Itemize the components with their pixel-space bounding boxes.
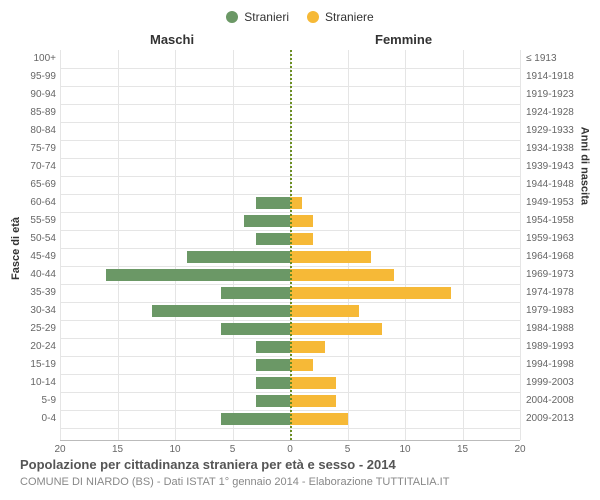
gridline-v xyxy=(520,50,521,440)
age-label: 80-84 xyxy=(12,125,56,136)
age-label: 20-24 xyxy=(12,341,56,352)
birth-year-label: 1979-1983 xyxy=(526,305,596,316)
column-title-female: Femmine xyxy=(375,32,432,47)
birth-year-label: 1964-1968 xyxy=(526,251,596,262)
age-label: 100+ xyxy=(12,53,56,64)
center-line xyxy=(290,50,292,440)
age-label: 30-34 xyxy=(12,305,56,316)
chart-title: Popolazione per cittadinanza straniera p… xyxy=(20,457,396,472)
gridline-v xyxy=(233,50,234,440)
birth-year-label: 1974-1978 xyxy=(526,287,596,298)
bar-female xyxy=(290,233,313,245)
birth-year-label: 1984-1988 xyxy=(526,323,596,334)
bar-female xyxy=(290,413,348,425)
legend-item-female: Straniere xyxy=(307,10,374,24)
bar-female xyxy=(290,269,394,281)
age-label: 25-29 xyxy=(12,323,56,334)
age-label: 75-79 xyxy=(12,143,56,154)
birth-year-label: 1924-1928 xyxy=(526,107,596,118)
bar-female xyxy=(290,341,325,353)
age-label: 60-64 xyxy=(12,197,56,208)
bar-male xyxy=(256,197,291,209)
plot-area: 0551010151520200-42009-20135-92004-20081… xyxy=(60,50,520,440)
x-tick-label: 5 xyxy=(223,444,243,455)
birth-year-label: 1999-2003 xyxy=(526,377,596,388)
bar-male xyxy=(187,251,291,263)
bar-female xyxy=(290,305,359,317)
bar-female xyxy=(290,251,371,263)
gridline-v xyxy=(60,50,61,440)
birth-year-label: 1914-1918 xyxy=(526,71,596,82)
birth-year-label: 1919-1923 xyxy=(526,89,596,100)
birth-year-label: 1959-1963 xyxy=(526,233,596,244)
x-tick-label: 20 xyxy=(50,444,70,455)
bar-male xyxy=(244,215,290,227)
birth-year-label: 2009-2013 xyxy=(526,413,596,424)
age-label: 90-94 xyxy=(12,89,56,100)
x-tick-label: 0 xyxy=(280,444,300,455)
birth-year-label: 1989-1993 xyxy=(526,341,596,352)
y-axis-right-title: Anni di nascita xyxy=(578,127,590,205)
bar-female xyxy=(290,287,451,299)
birth-year-label: 1969-1973 xyxy=(526,269,596,280)
birth-year-label: 2004-2008 xyxy=(526,395,596,406)
x-tick-label: 15 xyxy=(453,444,473,455)
bar-male xyxy=(256,395,291,407)
x-tick-label: 15 xyxy=(108,444,128,455)
legend-swatch-male xyxy=(226,11,238,23)
gridline-v xyxy=(175,50,176,440)
legend-label-female: Straniere xyxy=(325,10,374,24)
gridline-v xyxy=(118,50,119,440)
bar-male xyxy=(221,323,290,335)
y-axis-left-title: Fasce di età xyxy=(10,217,22,280)
bar-female xyxy=(290,377,336,389)
bar-female xyxy=(290,395,336,407)
bar-male xyxy=(221,413,290,425)
gridline-v xyxy=(348,50,349,440)
bar-male xyxy=(152,305,290,317)
legend-swatch-female xyxy=(307,11,319,23)
age-label: 35-39 xyxy=(12,287,56,298)
axis-line-bottom xyxy=(60,440,520,441)
age-label: 0-4 xyxy=(12,413,56,424)
bar-male xyxy=(256,377,291,389)
age-label: 65-69 xyxy=(12,179,56,190)
chart-container: Stranieri Straniere 0551010151520200-420… xyxy=(0,0,600,500)
legend: Stranieri Straniere xyxy=(0,0,600,28)
chart-subtitle: COMUNE DI NIARDO (BS) - Dati ISTAT 1° ge… xyxy=(20,476,449,488)
bar-male xyxy=(256,341,291,353)
birth-year-label: 1994-1998 xyxy=(526,359,596,370)
bar-female xyxy=(290,359,313,371)
age-label: 15-19 xyxy=(12,359,56,370)
age-label: 10-14 xyxy=(12,377,56,388)
bar-male xyxy=(221,287,290,299)
x-tick-label: 10 xyxy=(165,444,185,455)
age-label: 85-89 xyxy=(12,107,56,118)
age-label: 95-99 xyxy=(12,71,56,82)
bar-male xyxy=(256,233,291,245)
birth-year-label: ≤ 1913 xyxy=(526,53,596,64)
bar-male xyxy=(256,359,291,371)
gridline-v xyxy=(405,50,406,440)
birth-year-label: 1954-1958 xyxy=(526,215,596,226)
bar-female xyxy=(290,323,382,335)
x-tick-label: 5 xyxy=(338,444,358,455)
column-title-male: Maschi xyxy=(150,32,194,47)
legend-item-male: Stranieri xyxy=(226,10,289,24)
x-tick-label: 10 xyxy=(395,444,415,455)
x-tick-label: 20 xyxy=(510,444,530,455)
legend-label-male: Stranieri xyxy=(244,10,289,24)
bar-male xyxy=(106,269,290,281)
age-label: 70-74 xyxy=(12,161,56,172)
age-label: 5-9 xyxy=(12,395,56,406)
bar-female xyxy=(290,215,313,227)
gridline-v xyxy=(463,50,464,440)
